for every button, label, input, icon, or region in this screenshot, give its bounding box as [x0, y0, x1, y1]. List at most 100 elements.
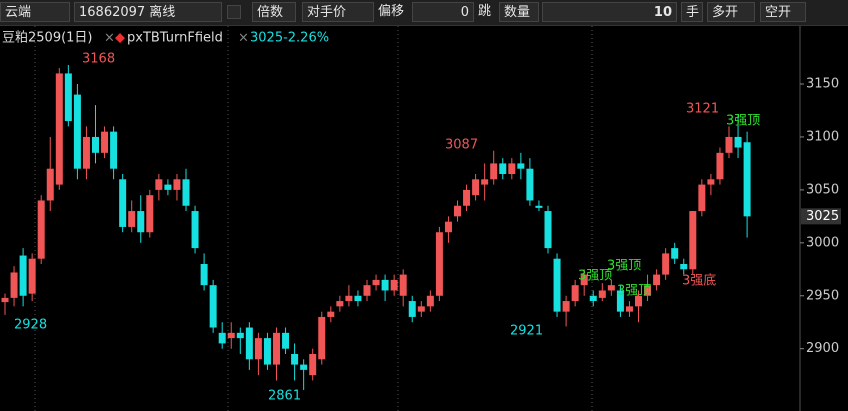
toolbar: 云端 16862097 离线 倍数 对手价 偏移 0 跳 数量 10 手 多开 …: [0, 0, 848, 26]
body: [236, 332, 244, 339]
qty-label: 数量: [499, 2, 539, 22]
body: [200, 264, 208, 286]
body: [408, 301, 416, 317]
price-tag-bg: [801, 208, 841, 225]
body: [580, 274, 588, 286]
body: [46, 168, 54, 201]
body: [463, 189, 471, 206]
body: [653, 274, 661, 286]
y-tick-label: 3050: [806, 182, 839, 197]
qty-unit: 手: [681, 2, 703, 22]
body: [37, 200, 45, 259]
body: [110, 131, 118, 169]
body: [245, 327, 253, 360]
body: [137, 211, 145, 233]
body: [173, 179, 181, 190]
body: [517, 163, 525, 169]
current-price: 3025: [806, 209, 839, 224]
price-mode[interactable]: 对手价: [302, 2, 374, 22]
body: [128, 211, 136, 227]
body: [273, 332, 280, 365]
y-tick-label: 3150: [806, 77, 839, 92]
body: [671, 248, 679, 259]
body: [327, 311, 335, 317]
account-id[interactable]: 16862097 离线: [74, 2, 222, 22]
body: [291, 354, 299, 365]
offset-unit: 跳: [478, 4, 492, 19]
body: [119, 179, 127, 227]
y-tick-label: 2950: [806, 288, 839, 303]
annotation: 3强顶: [607, 259, 641, 274]
checkbox[interactable]: [227, 5, 241, 19]
body: [209, 285, 217, 328]
annotation: 3强底: [682, 273, 716, 289]
body: [263, 338, 271, 365]
body: [725, 136, 733, 153]
offset-label: 偏移: [378, 4, 405, 19]
body: [309, 354, 317, 376]
sell-open-btn[interactable]: 空开: [760, 2, 806, 22]
body: [354, 295, 362, 302]
qty-input[interactable]: 10: [542, 2, 677, 22]
body: [155, 179, 163, 190]
body: [716, 152, 724, 180]
body: [218, 332, 226, 344]
indicator-marker: ◆: [115, 31, 125, 46]
body: [607, 285, 615, 291]
annotation: 3087: [445, 138, 478, 153]
annotation: 2861: [268, 389, 301, 404]
body: [381, 279, 389, 291]
body: [101, 131, 109, 153]
y-tick-label: 3000: [806, 235, 839, 250]
body: [508, 163, 516, 174]
body: [336, 301, 344, 307]
annotation: 3121: [686, 102, 719, 117]
body: [55, 73, 63, 185]
body: [318, 316, 326, 360]
body: [254, 338, 262, 360]
body: [92, 136, 99, 153]
y-tick-label: 3100: [806, 129, 839, 144]
annotation: 2921: [510, 324, 543, 339]
body: [490, 163, 498, 180]
chart: 豆粕2509(1日) × ◆ pxTBTurnFfield × 3025-2.2…: [1, 26, 841, 411]
body: [390, 279, 398, 291]
body: [64, 73, 72, 122]
body: [444, 221, 452, 233]
body: [1, 297, 9, 303]
body: [282, 332, 290, 349]
multiple-btn[interactable]: 倍数: [252, 2, 296, 22]
y-tick-label: 2900: [806, 341, 839, 356]
symbol: 豆粕2509(1日): [2, 31, 93, 46]
body: [73, 94, 81, 169]
last-info: 3025-2.26%: [250, 31, 329, 46]
body: [535, 205, 543, 208]
body: [28, 258, 36, 294]
body: [526, 168, 534, 201]
body: [146, 195, 154, 233]
body: [743, 142, 751, 217]
body: [472, 179, 480, 196]
annotation: 3168: [82, 52, 115, 67]
offset-input[interactable]: 0: [412, 2, 474, 22]
body: [82, 136, 90, 169]
close-icon[interactable]: ×: [238, 31, 249, 46]
buy-open-btn[interactable]: 多开: [707, 2, 755, 22]
body: [499, 163, 507, 174]
body: [10, 272, 18, 298]
body: [644, 285, 652, 296]
body: [698, 184, 706, 212]
body: [481, 179, 489, 185]
body: [689, 211, 697, 270]
close-icon[interactable]: ×: [104, 31, 115, 46]
body: [300, 364, 308, 370]
body: [680, 264, 688, 270]
body: [417, 306, 425, 312]
body: [662, 253, 670, 275]
body: [399, 274, 407, 296]
body: [19, 255, 27, 296]
indicator: pxTBTurnFfield: [127, 31, 223, 46]
account-select[interactable]: 云端: [0, 2, 70, 22]
annotation: 3强顶: [726, 114, 760, 129]
body: [707, 179, 715, 185]
